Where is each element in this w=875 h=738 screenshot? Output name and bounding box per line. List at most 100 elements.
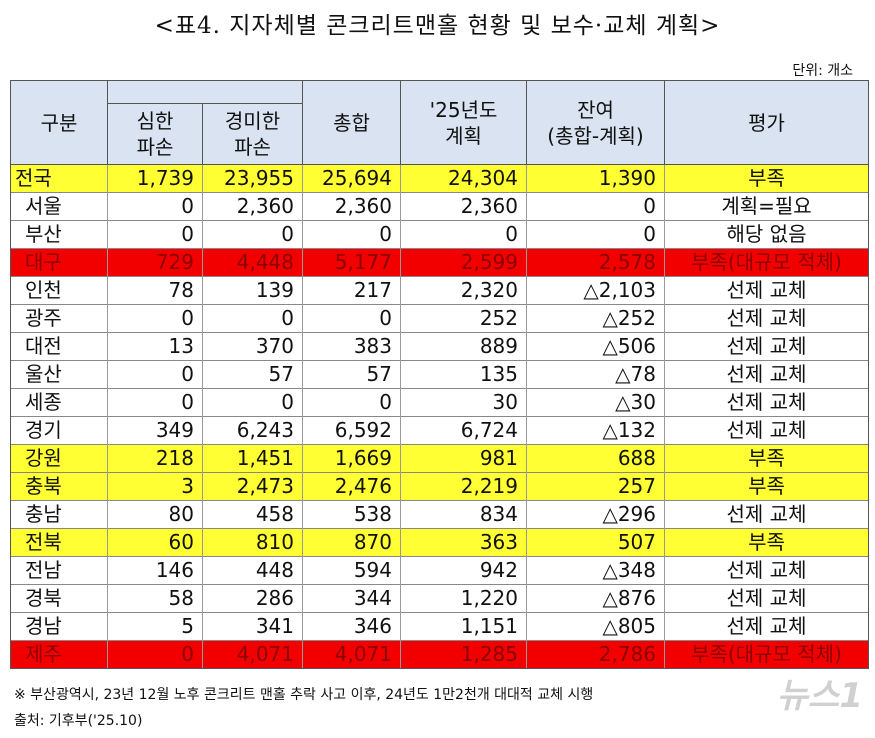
- row-evaluation: 선제 교체: [664, 304, 869, 333]
- header-severe: 심한 파손: [107, 103, 203, 165]
- table-row: 대구 729 4,448 5,177 2,599 2,578 부족(대규모 적체): [10, 248, 869, 277]
- row-region: 강원: [10, 444, 108, 473]
- row-plan: 2,320: [400, 276, 527, 305]
- row-region: 경남: [10, 612, 108, 641]
- row-remaining: △30: [526, 388, 665, 417]
- row-evaluation: 부족(대규모 적체): [664, 248, 869, 277]
- row-region: 세종: [10, 388, 108, 417]
- row-evaluation: 선제 교체: [664, 612, 869, 641]
- row-evaluation: 부족: [664, 444, 869, 473]
- table-row: 충남 80 458 538 834 △296 선제 교체: [10, 500, 869, 529]
- row-evaluation: 선제 교체: [664, 360, 869, 389]
- row-severe: 729: [107, 248, 203, 277]
- row-total: 1,669: [302, 444, 401, 473]
- row-severe: 0: [107, 360, 203, 389]
- row-remaining: △2,103: [526, 276, 665, 305]
- row-severe: 1,739: [107, 164, 203, 193]
- row-remaining: △876: [526, 584, 665, 613]
- row-minor: 2,360: [202, 192, 303, 221]
- row-evaluation: 선제 교체: [664, 388, 869, 417]
- row-total: 870: [302, 528, 401, 557]
- row-total: 217: [302, 276, 401, 305]
- row-severe: 146: [107, 556, 203, 585]
- row-total: 0: [302, 388, 401, 417]
- row-severe: 78: [107, 276, 203, 305]
- row-total: 344: [302, 584, 401, 613]
- row-remaining: △506: [526, 332, 665, 361]
- row-region: 대전: [10, 332, 108, 361]
- watermark-logo: 뉴스1: [776, 676, 863, 716]
- header-damage-group: [107, 80, 303, 104]
- row-severe: 218: [107, 444, 203, 473]
- manhole-status-table: 구분 총합 '25년도 계획 잔여 (총합-계획) 평가 심한 파손 경미한 파…: [10, 80, 869, 669]
- row-severe: 0: [107, 640, 203, 669]
- row-plan: 2,219: [400, 472, 527, 501]
- table-row: 인천 78 139 217 2,320 △2,103 선제 교체: [10, 276, 869, 305]
- row-region: 서울: [10, 192, 108, 221]
- table-row: 세종 0 0 0 30 △30 선제 교체: [10, 388, 869, 417]
- row-remaining: 0: [526, 220, 665, 249]
- table-title: <표4. 지자체별 콘크리트맨홀 현황 및 보수·교체 계획>: [154, 13, 721, 39]
- row-region: 경기: [10, 416, 108, 445]
- table-row: 서울 0 2,360 2,360 2,360 0 계획=필요: [10, 192, 869, 221]
- table-row: 전남 146 448 594 942 △348 선제 교체: [10, 556, 869, 585]
- row-total: 594: [302, 556, 401, 585]
- table-row: 광주 0 0 0 252 △252 선제 교체: [10, 304, 869, 333]
- row-severe: 0: [107, 304, 203, 333]
- row-region: 대구: [10, 248, 108, 277]
- row-remaining: △132: [526, 416, 665, 445]
- row-minor: 57: [202, 360, 303, 389]
- row-remaining: △296: [526, 500, 665, 529]
- row-remaining: △348: [526, 556, 665, 585]
- row-minor: 370: [202, 332, 303, 361]
- table-row: 경남 5 341 346 1,151 △805 선제 교체: [10, 612, 869, 641]
- row-evaluation: 부족: [664, 164, 869, 193]
- row-evaluation: 부족: [664, 472, 869, 501]
- row-remaining: 257: [526, 472, 665, 501]
- row-evaluation: 선제 교체: [664, 556, 869, 585]
- row-region: 전남: [10, 556, 108, 585]
- row-severe: 80: [107, 500, 203, 529]
- row-minor: 4,448: [202, 248, 303, 277]
- row-minor: 448: [202, 556, 303, 585]
- row-severe: 58: [107, 584, 203, 613]
- table-row: 울산 0 57 57 135 △78 선제 교체: [10, 360, 869, 389]
- row-plan: 30: [400, 388, 527, 417]
- table-row: 충북 3 2,473 2,476 2,219 257 부족: [10, 472, 869, 501]
- row-total: 4,071: [302, 640, 401, 669]
- table-row: 강원 218 1,451 1,669 981 688 부족: [10, 444, 869, 473]
- row-total: 383: [302, 332, 401, 361]
- row-plan: 942: [400, 556, 527, 585]
- header-evaluation: 평가: [664, 80, 869, 165]
- row-minor: 4,071: [202, 640, 303, 669]
- row-evaluation: 선제 교체: [664, 332, 869, 361]
- row-severe: 0: [107, 388, 203, 417]
- row-region: 경북: [10, 584, 108, 613]
- row-remaining: 2,786: [526, 640, 665, 669]
- row-total: 346: [302, 612, 401, 641]
- row-plan: 0: [400, 220, 527, 249]
- row-region: 충북: [10, 472, 108, 501]
- row-total: 57: [302, 360, 401, 389]
- row-total: 6,592: [302, 416, 401, 445]
- row-remaining: 1,390: [526, 164, 665, 193]
- row-minor: 810: [202, 528, 303, 557]
- row-plan: 2,599: [400, 248, 527, 277]
- row-total: 25,694: [302, 164, 401, 193]
- row-region: 울산: [10, 360, 108, 389]
- row-evaluation: 선제 교체: [664, 584, 869, 613]
- row-remaining: △252: [526, 304, 665, 333]
- table-row: 제주 0 4,071 4,071 1,285 2,786 부족(대규모 적체): [10, 640, 869, 669]
- row-plan: 363: [400, 528, 527, 557]
- row-total: 0: [302, 220, 401, 249]
- row-minor: 6,243: [202, 416, 303, 445]
- table-row: 대전 13 370 383 889 △506 선제 교체: [10, 332, 869, 361]
- row-region: 전국: [10, 164, 108, 193]
- row-evaluation: 부족(대규모 적체): [664, 640, 869, 669]
- row-evaluation: 선제 교체: [664, 416, 869, 445]
- table-row: 경북 58 286 344 1,220 △876 선제 교체: [10, 584, 869, 613]
- row-minor: 341: [202, 612, 303, 641]
- header-total: 총합: [302, 80, 401, 165]
- row-plan: 24,304: [400, 164, 527, 193]
- row-total: 538: [302, 500, 401, 529]
